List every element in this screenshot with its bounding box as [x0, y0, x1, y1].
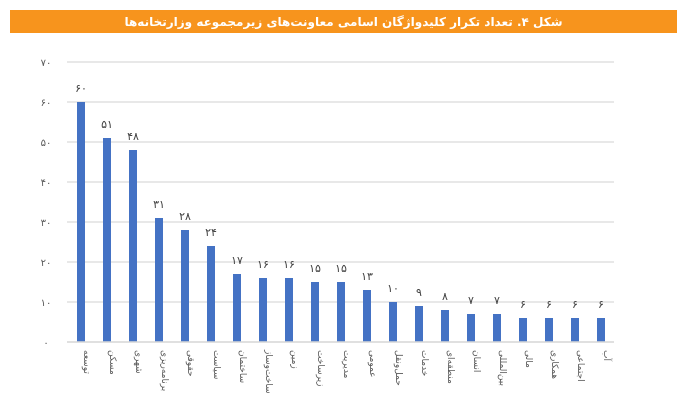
bar — [233, 274, 241, 342]
bar-value-label: ۷ — [468, 294, 474, 307]
y-tick-label: ۳۰ — [41, 218, 52, 229]
y-tick-label: ۰ — [43, 338, 48, 349]
bar-value-label: ۲۸ — [179, 210, 191, 223]
figure-title: شکل ۴. تعداد تکرار کلیدواژگان اسامی معاو… — [124, 14, 563, 29]
bar — [597, 318, 605, 342]
bar-value-label: ۵۱ — [101, 118, 113, 131]
bar — [337, 282, 345, 342]
x-category-label: مسکن — [107, 350, 117, 375]
bar-value-label: ۳۱ — [153, 198, 165, 211]
x-category-label: آب — [601, 350, 613, 361]
x-category-label: منطقه‌ای — [445, 350, 455, 384]
bar — [129, 150, 137, 342]
bar-value-label: ۸ — [442, 290, 448, 303]
x-category-label: بین‌المللی — [497, 350, 507, 386]
y-tick-label: ۴۰ — [41, 178, 52, 189]
bar-value-label: ۶ — [598, 298, 604, 311]
bar-value-label: ۶ — [520, 298, 526, 311]
bar-value-label: ۷ — [494, 294, 500, 307]
figure-title-bar: شکل ۴. تعداد تکرار کلیدواژگان اسامی معاو… — [10, 10, 677, 33]
x-category-label: مدیریت — [341, 350, 351, 379]
bar-value-label: ۱۵ — [335, 262, 347, 275]
bar-value-label: ۴۸ — [127, 130, 139, 143]
x-category-label: حقوقی — [185, 350, 195, 377]
bar — [467, 314, 475, 342]
bar — [311, 282, 319, 342]
bar — [571, 318, 579, 342]
x-category-label: ساخت‌وساز — [263, 349, 273, 394]
bar — [493, 314, 501, 342]
y-tick-label: ۶۰ — [41, 98, 52, 109]
bar — [389, 302, 397, 342]
x-category-label: توسعه — [81, 350, 91, 374]
x-category-label: مالی — [523, 350, 533, 368]
bar-value-label: ۱۶ — [283, 258, 295, 271]
x-category-label: زمین — [289, 350, 299, 369]
bar — [441, 310, 449, 342]
bar — [285, 278, 293, 342]
x-category-label: همکاری — [549, 350, 559, 379]
x-category-label: انسان — [471, 350, 481, 372]
bar — [363, 290, 371, 342]
bar-value-label: ۶ — [572, 298, 578, 311]
bar — [103, 138, 111, 342]
bar-value-label: ۹ — [416, 286, 422, 299]
bar-value-label: ۱۵ — [309, 262, 321, 275]
bar-value-label: ۱۶ — [257, 258, 269, 271]
bar-value-label: ۲۴ — [205, 226, 217, 239]
x-category-label: اجتماعی — [575, 350, 585, 382]
x-category-label: خدمات — [419, 350, 429, 376]
y-tick-label: ۷۰ — [41, 58, 52, 69]
bar — [545, 318, 553, 342]
bar-value-label: ۱۳ — [361, 270, 373, 283]
x-category-label: سیاست — [211, 350, 221, 379]
bar-value-label: ۶ — [546, 298, 552, 311]
x-category-label: برنامه‌ریزی — [159, 350, 169, 391]
bar-value-label: ۱۷ — [231, 254, 243, 267]
bar — [207, 246, 215, 342]
bar — [155, 218, 163, 342]
x-category-label: ساختمان — [237, 350, 247, 383]
y-tick-label: ۵۰ — [41, 138, 52, 149]
x-category-label: زیرساخت — [315, 350, 325, 387]
bar — [519, 318, 527, 342]
y-tick-label: ۱۰ — [41, 298, 52, 309]
bar — [415, 306, 423, 342]
y-tick-label: ۲۰ — [41, 258, 52, 269]
x-category-label: عمومی — [367, 350, 377, 378]
bar-value-label: ۱۰ — [387, 282, 399, 295]
bar — [259, 278, 267, 342]
bar-value-label: ۶۰ — [75, 82, 87, 95]
x-category-label: حمل‌ونقل — [393, 350, 403, 386]
bar — [181, 230, 189, 342]
x-category-label: شهری — [133, 350, 143, 374]
bar — [77, 102, 85, 342]
